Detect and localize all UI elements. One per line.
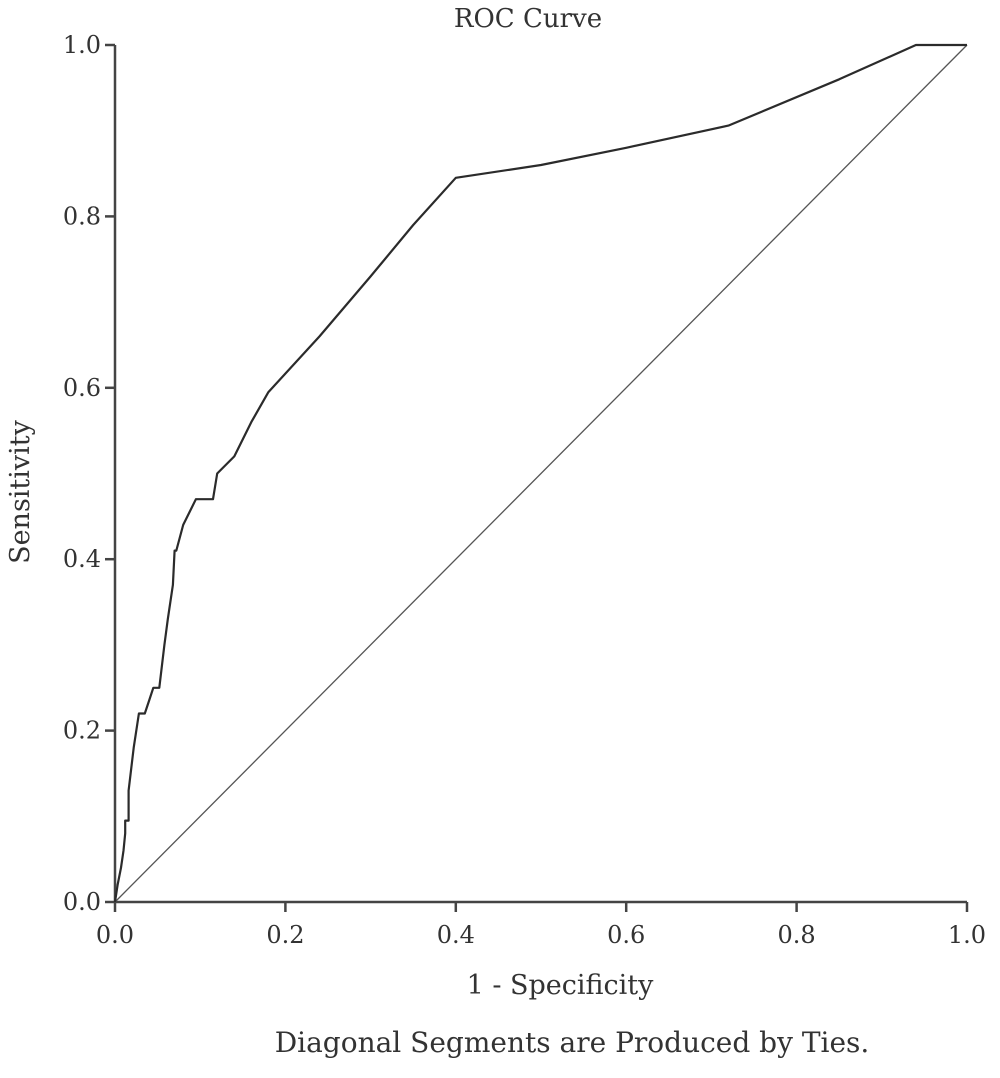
x-tick-label: 0.0 xyxy=(96,921,134,949)
x-tick-label: 1.0 xyxy=(948,921,986,949)
y-tick-label: 0.8 xyxy=(63,202,101,230)
y-tick-label: 0.0 xyxy=(63,888,101,916)
y-tick-label: 1.0 xyxy=(63,31,101,59)
x-axis-title: 1 - Specificity xyxy=(467,970,655,1001)
y-tick-label: 0.6 xyxy=(63,374,101,402)
x-tick-label: 0.8 xyxy=(778,921,816,949)
plot-area: 0.0 0.2 0.4 0.6 0.8 1.0 0.0 0.2 0.4 0.6 0.8 1.0 xyxy=(63,31,986,949)
y-tick-label: 0.2 xyxy=(63,717,101,745)
axis-ticks: 0.0 0.2 0.4 0.6 0.8 1.0 0.0 0.2 0.4 0.6 0.8 1.0 xyxy=(63,31,986,949)
y-tick-label: 0.4 xyxy=(63,545,101,573)
y-axis-title: Sensitivity xyxy=(5,419,36,564)
x-tick-label: 0.6 xyxy=(607,921,645,949)
x-tick-label: 0.2 xyxy=(266,921,304,949)
chart-title: ROC Curve xyxy=(454,4,602,34)
x-tick-label: 0.4 xyxy=(437,921,475,949)
roc-curve-line xyxy=(113,43,967,903)
reference-diagonal-line xyxy=(114,44,968,903)
chart-footnote: Diagonal Segments are Produced by Ties. xyxy=(275,1026,870,1059)
